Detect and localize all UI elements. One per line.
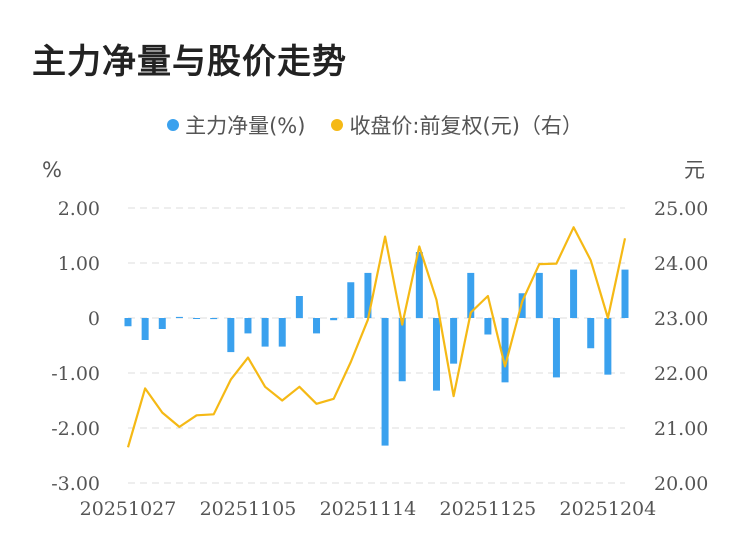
right-tick-label: 24.00 xyxy=(654,253,708,275)
x-tick-label: 20251114 xyxy=(320,498,417,520)
bar-net-flow xyxy=(535,272,543,318)
right-tick-label: 25.00 xyxy=(654,198,708,220)
right-tick-label: 20.00 xyxy=(654,473,708,495)
chart-title: 主力净量与股价走势 xyxy=(32,42,347,82)
legend-dot-line xyxy=(331,119,344,131)
bar-net-flow xyxy=(193,318,201,319)
bar-net-flow xyxy=(621,269,629,318)
left-tick-label: -3.00 xyxy=(51,473,100,495)
bar-net-flow xyxy=(158,318,166,329)
legend-dot-bar xyxy=(167,119,180,131)
bar-net-flow xyxy=(467,272,475,318)
legend-label-close-price: 收盘价:前复权(元)（右） xyxy=(349,114,583,138)
bar-net-flow xyxy=(330,318,338,321)
bar-net-flow xyxy=(450,318,458,364)
bar-net-flow xyxy=(501,318,509,383)
bar-net-flow xyxy=(295,296,303,318)
bar-net-flow xyxy=(313,318,321,334)
bar-net-flow xyxy=(484,318,492,335)
left-tick-label: -2.00 xyxy=(51,418,100,440)
legend-label-net-flow: 主力净量(%) xyxy=(185,114,306,138)
bar-net-flow xyxy=(587,318,595,349)
bar-net-flow xyxy=(415,252,423,318)
legend-item-net-flow[interactable]: 主力净量(%) xyxy=(167,110,305,140)
bar-net-flow xyxy=(210,318,218,320)
bar-net-flow xyxy=(432,318,440,391)
legend: 主力净量(%) 收盘价:前复权(元)（右） xyxy=(0,110,750,140)
x-tick-label: 20251125 xyxy=(440,498,537,520)
line-close-price xyxy=(126,226,627,448)
bar-net-flow xyxy=(552,318,560,378)
bar-net-flow xyxy=(244,318,252,334)
bar-net-flow xyxy=(141,318,149,340)
bar-net-flow xyxy=(364,272,372,318)
left-axis-unit: % xyxy=(42,158,62,182)
left-tick-label: -1.00 xyxy=(51,363,100,385)
x-tick-label: 20251027 xyxy=(80,498,177,520)
right-tick-label: 21.00 xyxy=(654,418,708,440)
bar-net-flow xyxy=(175,316,183,318)
x-tick-label: 20251204 xyxy=(560,498,657,520)
bar-net-flow xyxy=(227,318,235,353)
right-tick-label: 23.00 xyxy=(654,308,708,330)
left-tick-label: 0 xyxy=(88,308,100,330)
bar-net-flow xyxy=(278,318,286,347)
bar-net-flow xyxy=(261,318,269,347)
right-tick-label: 22.00 xyxy=(654,363,708,385)
bar-net-flow xyxy=(124,318,132,327)
left-tick-label: 1.00 xyxy=(58,253,100,275)
bar-net-flow xyxy=(604,318,612,375)
bar-net-flow xyxy=(570,269,578,318)
bar-net-flow xyxy=(347,282,355,318)
bar-net-flow xyxy=(381,318,389,446)
left-tick-label: 2.00 xyxy=(58,198,100,220)
legend-item-close-price[interactable]: 收盘价:前复权(元)（右） xyxy=(331,110,583,140)
x-tick-label: 20251105 xyxy=(200,498,297,520)
right-axis-unit: 元 xyxy=(684,158,705,182)
bar-net-flow xyxy=(398,318,406,382)
